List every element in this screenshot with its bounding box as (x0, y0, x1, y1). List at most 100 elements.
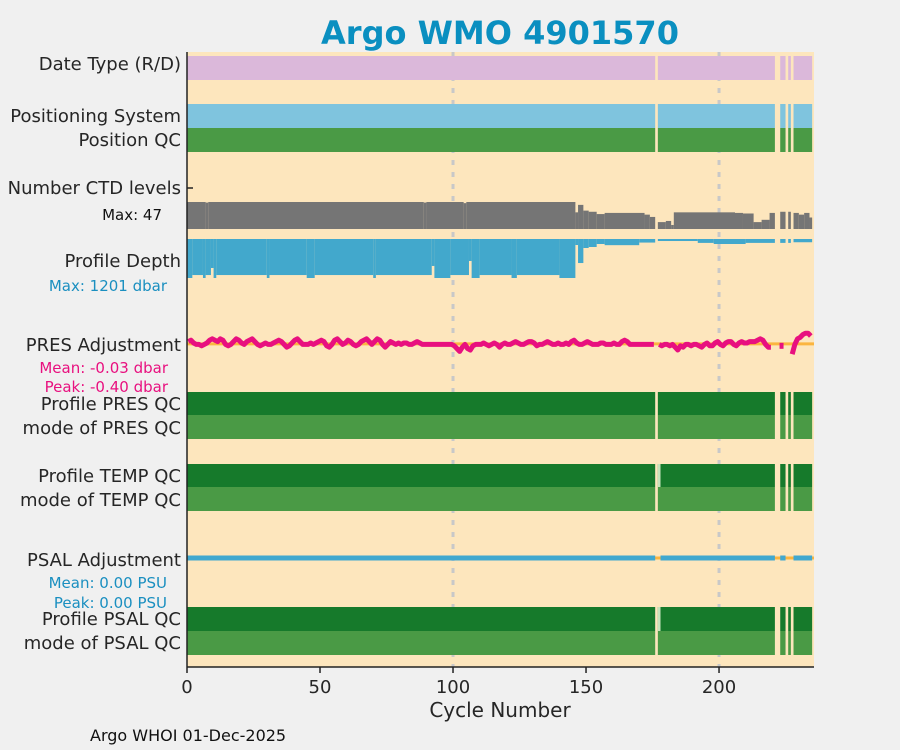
depth-max-text: Max: 1201 dbar (49, 277, 168, 295)
profile-depth-bar (213, 239, 217, 278)
ctd-levels-bar (761, 219, 770, 229)
label-mode-pres-qc: mode of PRES QC (23, 418, 181, 439)
pres-adjustment-line (187, 336, 654, 354)
mode-pres-qc-bar (788, 415, 791, 439)
ctd-levels-bar (753, 222, 762, 229)
ctd-levels-bar (769, 212, 775, 229)
profile-depth-bar (657, 239, 698, 242)
profile-depth-bar (266, 239, 270, 278)
x-axis-label: Cycle Number (429, 698, 571, 722)
mode-psal-qc-bar (187, 631, 656, 655)
ctd-max-text: Max: 47 (102, 206, 162, 224)
plot-background (187, 52, 814, 667)
mode-psal-qc-bar (788, 631, 791, 655)
profile-depth-bar (205, 239, 211, 276)
ctd-levels-bar (588, 211, 597, 229)
profile-pres-qc-bar (657, 392, 775, 415)
mode-psal-qc-bar (793, 631, 813, 655)
date-type-bar (788, 56, 791, 80)
profile-depth-bar (314, 239, 374, 276)
positioning-system-bar (793, 104, 813, 128)
ctd-levels-bar (644, 214, 650, 229)
mode-temp-qc-bar (793, 487, 813, 511)
x-axis-ticks: 0 50 100 150 200 (181, 667, 736, 698)
profile-depth-bar (479, 239, 512, 276)
ctd-levels-bar (575, 212, 579, 229)
profile-depth-bar (596, 239, 605, 245)
date-type-bar (657, 56, 775, 80)
x-tick-label: 200 (702, 677, 736, 698)
profile-depth-bar (511, 239, 517, 278)
profile-depth-bar (639, 239, 656, 243)
ctd-levels-bar (742, 213, 754, 229)
pres-adjustment-line (658, 336, 771, 353)
ctd-levels-bar (208, 202, 424, 229)
profile-depth-bar (187, 239, 193, 278)
position-qc-bar (187, 128, 656, 152)
label-positioning-system: Positioning System (10, 106, 181, 127)
ctd-levels-bar (657, 222, 666, 229)
label-pres-adjustment: PRES Adjustment (26, 335, 181, 356)
x-tick-label: 50 (309, 677, 332, 698)
profile-depth-bar (559, 239, 576, 278)
position-qc-bar (657, 128, 775, 152)
profile-psal-qc-bar (780, 607, 786, 631)
profile-pres-qc-bar (780, 392, 786, 415)
label-profile-temp-qc: Profile TEMP QC (38, 466, 181, 487)
ctd-levels-bar (734, 212, 743, 229)
pres-adjustment-line (789, 330, 813, 355)
mode-temp-qc-bar (657, 487, 775, 511)
profile-depth-bar (192, 239, 203, 276)
label-mode-psal-qc: mode of PSAL QC (24, 633, 181, 654)
profile-depth-bar (780, 239, 786, 243)
profile-depth-bar (269, 239, 307, 276)
label-profile-pres-qc: Profile PRES QC (41, 394, 181, 415)
mode-pres-qc-bar (780, 415, 786, 439)
psal-adjustment-line (780, 555, 786, 561)
plot-marks (187, 56, 814, 655)
ctd-levels-bar (804, 212, 810, 229)
profile-psal-qc-bar (657, 607, 775, 631)
psal-mean-text: Mean: 0.00 PSU (49, 574, 167, 592)
profile-temp-qc-bar (788, 464, 791, 487)
profile-depth-bar (471, 239, 480, 278)
date-type-bar (187, 56, 656, 80)
profile-depth-bar (431, 239, 435, 266)
x-tick-label: 100 (436, 677, 470, 698)
mode-pres-qc-bar (793, 415, 813, 439)
profile-depth-bar (745, 239, 775, 243)
label-profile-depth: Profile Depth (64, 251, 181, 272)
positioning-system-bar (780, 104, 786, 128)
positioning-system-bar (788, 104, 791, 128)
profile-depth-bar (375, 239, 432, 276)
date-type-bar (793, 56, 813, 80)
positioning-system-bar (187, 104, 656, 128)
ctd-levels-bar (583, 210, 589, 229)
psal-peak-text: Peak: 0.00 PSU (54, 594, 167, 612)
profile-depth-bar (604, 239, 640, 246)
profile-depth-bar (202, 239, 206, 278)
ctd-levels-bar (780, 211, 786, 229)
ctd-levels-bar (809, 217, 813, 229)
profile-depth-bar (210, 239, 214, 268)
profile-pres-qc-bar (793, 392, 813, 415)
mode-temp-qc-bar (788, 487, 791, 511)
profile-psal-qc-bar-pale (657, 607, 661, 631)
profile-temp-qc-bar (187, 464, 656, 487)
label-date-type: Date Type (R/D) (39, 54, 181, 75)
profile-pres-qc-bar (788, 392, 791, 415)
ctd-levels-bar (578, 204, 584, 229)
profile-depth-bar (373, 239, 376, 278)
profile-depth-bar (516, 239, 560, 276)
x-tick-label: 150 (569, 677, 603, 698)
ctd-levels-bar (649, 216, 656, 229)
profile-temp-qc-bar (793, 464, 813, 487)
label-position-qc: Position QC (78, 130, 181, 151)
profile-pres-qc-bar (187, 392, 656, 415)
mode-temp-qc-bar (187, 487, 656, 511)
mode-psal-qc-bar (657, 631, 775, 655)
ctd-levels-bar (463, 203, 467, 229)
psal-adjustment-line (187, 555, 656, 561)
position-qc-bar (793, 128, 813, 152)
